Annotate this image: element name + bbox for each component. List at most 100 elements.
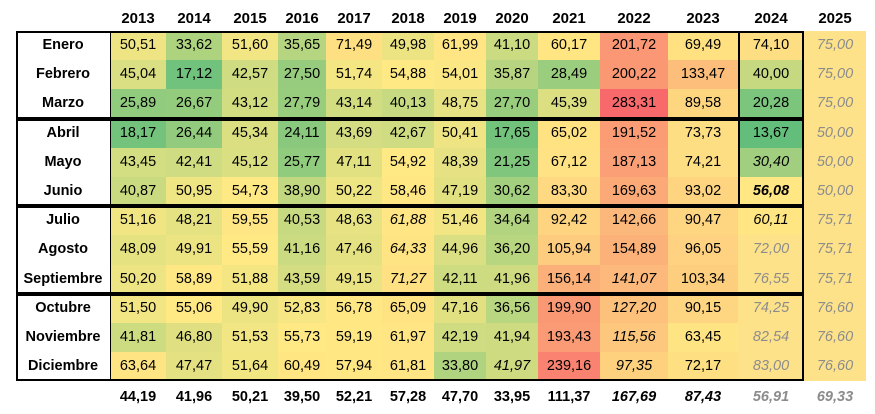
- data-cell: 55,59: [222, 235, 278, 265]
- data-cell: 141,07: [600, 264, 668, 294]
- data-cell: 13,67: [738, 118, 804, 148]
- month-label-abril: Abril: [46, 124, 80, 141]
- data-cell: 47,47: [166, 352, 222, 382]
- year-header-2024: 2024: [754, 10, 788, 27]
- data-cell: 41,96: [486, 264, 538, 294]
- data-cell: 41,16: [278, 235, 326, 265]
- data-cell: 60,49: [278, 352, 326, 382]
- annual-average-2023: 87,43: [684, 389, 722, 405]
- annual-average-2018: 57,28: [389, 389, 427, 405]
- data-cell: 90,47: [668, 206, 738, 236]
- data-cell: 41,10: [486, 31, 538, 61]
- data-cell: 40,87: [110, 177, 166, 207]
- year-header-2023: 2023: [686, 10, 720, 27]
- data-cell: 58,89: [166, 264, 222, 294]
- data-cell: 48,21: [166, 206, 222, 236]
- data-cell: 133,47: [668, 60, 738, 90]
- data-cell: 65,02: [538, 118, 600, 148]
- data-cell: 50,00: [804, 118, 866, 148]
- data-cell: 115,56: [600, 323, 668, 353]
- year-header-2015: 2015: [233, 10, 267, 27]
- data-cell: 60,11: [738, 206, 804, 236]
- data-cell: 61,88: [382, 206, 434, 236]
- data-cell: 72,00: [738, 235, 804, 265]
- data-cell: 40,13: [382, 89, 434, 119]
- year-header-2017: 2017: [337, 10, 371, 27]
- data-cell: 56,78: [326, 293, 382, 323]
- data-cell: 36,56: [486, 293, 538, 323]
- year-header-2025: 2025: [818, 10, 852, 27]
- data-cell: 200,22: [600, 60, 668, 90]
- data-cell: 57,94: [326, 352, 382, 382]
- data-cell: 27,50: [278, 60, 326, 90]
- data-cell: 193,43: [538, 323, 600, 353]
- year-header-2019: 2019: [443, 10, 477, 27]
- data-cell: 51,16: [110, 206, 166, 236]
- data-cell: 18,17: [110, 118, 166, 148]
- data-cell: 42,57: [222, 60, 278, 90]
- data-cell: 50,95: [166, 177, 222, 207]
- data-cell: 74,25: [738, 293, 804, 323]
- data-cell: 76,60: [804, 293, 866, 323]
- year-header-2016: 2016: [285, 10, 319, 27]
- data-cell: 17,12: [166, 60, 222, 90]
- data-cell: 75,00: [804, 31, 866, 61]
- data-cell: 48,75: [434, 89, 486, 119]
- data-cell: 105,94: [538, 235, 600, 265]
- data-cell: 90,15: [668, 293, 738, 323]
- data-cell: 75,71: [804, 206, 866, 236]
- data-cell: 67,12: [538, 147, 600, 177]
- data-cell: 48,63: [326, 206, 382, 236]
- data-cell: 35,87: [486, 60, 538, 90]
- data-cell: 61,99: [434, 31, 486, 61]
- data-cell: 46,80: [166, 323, 222, 353]
- month-label-noviembre: Noviembre: [25, 329, 101, 345]
- data-cell: 28,49: [538, 60, 600, 90]
- data-cell: 89,58: [668, 89, 738, 119]
- data-cell: 76,60: [804, 323, 866, 353]
- data-cell: 60,17: [538, 31, 600, 61]
- data-cell: 48,09: [110, 235, 166, 265]
- data-cell: 40,00: [738, 60, 804, 90]
- data-cell: 50,20: [110, 264, 166, 294]
- year-header-2021: 2021: [552, 10, 586, 27]
- annual-average-2016: 39,50: [283, 389, 321, 405]
- data-cell: 54,88: [382, 60, 434, 90]
- data-cell: 41,81: [110, 323, 166, 353]
- data-cell: 25,89: [110, 89, 166, 119]
- data-cell: 42,11: [434, 264, 486, 294]
- data-cell: 71,49: [326, 31, 382, 61]
- data-cell: 36,20: [486, 235, 538, 265]
- data-cell: 26,44: [166, 118, 222, 148]
- data-cell: 74,10: [738, 31, 804, 61]
- data-cell: 56,08: [738, 177, 804, 207]
- data-cell: 75,00: [804, 89, 866, 119]
- data-cell: 82,54: [738, 323, 804, 353]
- data-cell: 74,21: [668, 147, 738, 177]
- data-cell: 45,34: [222, 118, 278, 148]
- data-cell: 63,45: [668, 323, 738, 353]
- data-cell: 55,06: [166, 293, 222, 323]
- data-cell: 51,46: [434, 206, 486, 236]
- data-cell: 49,91: [166, 235, 222, 265]
- annual-average-2025: 69,33: [816, 389, 854, 405]
- annual-average-2022: 167,69: [611, 389, 657, 405]
- data-cell: 49,15: [326, 264, 382, 294]
- data-cell: 76,55: [738, 264, 804, 294]
- data-cell: 103,34: [668, 264, 738, 294]
- data-cell: 52,83: [278, 293, 326, 323]
- data-cell: 33,62: [166, 31, 222, 61]
- data-cell: 59,19: [326, 323, 382, 353]
- data-cell: 49,98: [382, 31, 434, 61]
- data-cell: 61,81: [382, 352, 434, 382]
- data-cell: 45,12: [222, 147, 278, 177]
- data-cell: 63,64: [110, 352, 166, 382]
- data-cell: 92,42: [538, 206, 600, 236]
- data-cell: 93,02: [668, 177, 738, 207]
- annual-average-2024: 56,91: [752, 389, 790, 405]
- data-cell: 44,96: [434, 235, 486, 265]
- data-cell: 54,73: [222, 177, 278, 207]
- data-cell: 27,70: [486, 89, 538, 119]
- month-label-octubre: Octubre: [35, 299, 91, 316]
